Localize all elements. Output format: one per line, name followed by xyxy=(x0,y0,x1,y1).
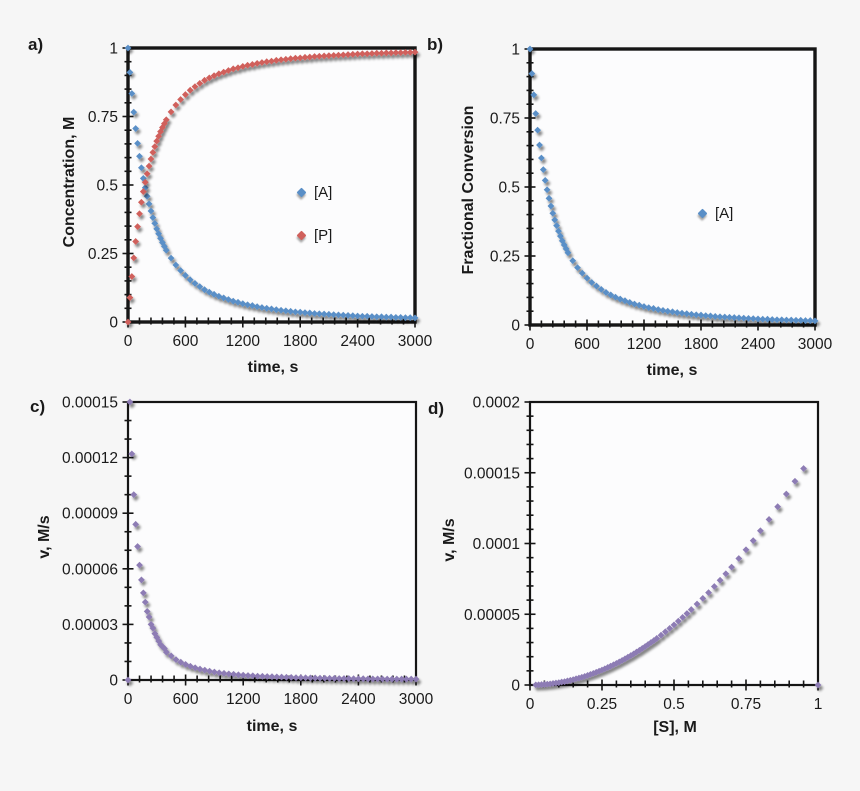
panel-d-x-axis-title: [S], M xyxy=(653,719,697,736)
y-tick-label: 0.00015 xyxy=(62,395,118,412)
x-tick-label: 1800 xyxy=(684,336,719,353)
x-tick-label: 0.5 xyxy=(663,696,685,713)
panel-b-x-axis-title: time, s xyxy=(646,362,698,379)
legend-label-A: [A] xyxy=(715,205,734,222)
y-tick-label: 0.75 xyxy=(88,109,118,126)
panel-d-label: d) xyxy=(428,399,445,418)
y-tick-label: 0.00005 xyxy=(464,607,520,624)
plot-border xyxy=(126,46,417,324)
y-tick-label: 0.25 xyxy=(490,249,520,266)
panel-c-x-axis-title: time, s xyxy=(246,718,298,735)
panel-b-y-axis-title: Fractional Conversion xyxy=(460,105,477,275)
y-tick-label: 1 xyxy=(109,41,118,58)
series-[A] xyxy=(124,44,419,322)
panel-a-y-axis-title: Concentration, M xyxy=(61,116,78,248)
x-tick-label: 0 xyxy=(124,691,133,708)
series-A-marker-icon xyxy=(697,208,708,219)
y-tick-label: 0.0002 xyxy=(473,395,520,412)
y-tick-label: 0 xyxy=(109,673,118,690)
y-tick-label: 0.00003 xyxy=(62,617,118,634)
panel-d-plot: 0 0.25 0.5 0.75 1 0 0.00005 0.0001 0.00015 0.0002 xyxy=(464,395,822,714)
y-tick-label: 0.00012 xyxy=(62,450,118,467)
axis-ticks: 0 600 1200 1800 2400 3000 0 0.25 0.5 0.75 1 xyxy=(88,41,433,351)
x-tick-label: 0 xyxy=(526,696,535,713)
plot-border xyxy=(528,400,820,687)
x-tick-label: 2400 xyxy=(741,336,776,353)
x-tick-label: 1200 xyxy=(226,691,261,708)
y-tick-label: 0.0001 xyxy=(473,536,520,553)
x-tick-label: 3000 xyxy=(798,336,833,353)
panel-a-plot: 0 600 1200 1800 2400 3000 0 0.25 0.5 0.75 1 xyxy=(88,41,433,351)
x-tick-label: 1200 xyxy=(226,333,261,350)
legend-item-A: [A] xyxy=(697,205,734,222)
x-tick-label: 0.25 xyxy=(587,696,617,713)
x-tick-label: 3000 xyxy=(399,691,434,708)
panel-c-label: c) xyxy=(30,397,46,416)
series-v xyxy=(532,465,822,689)
panel-b-legend: [A] xyxy=(697,205,734,222)
legend-label-A: [A] xyxy=(314,184,333,201)
x-tick-label: 0 xyxy=(526,336,535,353)
y-tick-label: 0.00015 xyxy=(464,465,520,482)
panel-b-plot: 0 600 1200 1800 2400 3000 0 0.25 0.5 0.75 1 xyxy=(490,42,833,354)
series-A-marker-icon xyxy=(296,187,307,198)
panel-a-x-axis-title: time, s xyxy=(247,359,299,376)
y-tick-label: 0.25 xyxy=(88,246,118,263)
axis-ticks: 0 0.25 0.5 0.75 1 0 0.00005 0.0001 0.00015 0.0002 xyxy=(464,395,822,714)
y-tick-label: 0 xyxy=(511,678,520,695)
x-tick-label: 1800 xyxy=(283,333,318,350)
y-tick-label: 0.00009 xyxy=(62,506,118,523)
x-tick-label: 600 xyxy=(173,691,199,708)
y-tick-label: 0.00006 xyxy=(62,561,118,578)
x-tick-label: 2400 xyxy=(340,333,375,350)
x-tick-label: 2400 xyxy=(341,691,376,708)
y-tick-label: 0.5 xyxy=(498,180,520,197)
axis-ticks: 0 600 1200 1800 2400 3000 0 0.00003 0.00006 0.000… xyxy=(62,395,434,709)
panel-a-label: a) xyxy=(28,35,44,54)
panel-b-label: b) xyxy=(427,35,444,54)
panel-d-y-axis-title: v, M/s xyxy=(441,518,458,562)
legend-item-P: [P] xyxy=(296,227,333,244)
y-tick-label: 0 xyxy=(511,318,520,335)
panel-a-legend: [A] [P] xyxy=(296,184,333,244)
panel-c-y-axis-title: v, M/s xyxy=(36,515,53,559)
y-tick-label: 0 xyxy=(109,315,118,332)
x-tick-label: 1 xyxy=(814,696,823,713)
axis-ticks: 0 600 1200 1800 2400 3000 0 0.25 0.5 0.75 1 xyxy=(490,42,833,354)
plot-border xyxy=(126,400,418,682)
x-tick-label: 600 xyxy=(574,336,600,353)
legend-item-A: [A] xyxy=(296,184,333,201)
x-tick-label: 1200 xyxy=(627,336,662,353)
series-P-marker-icon xyxy=(296,230,307,241)
x-tick-label: 3000 xyxy=(398,333,433,350)
series-[A] xyxy=(526,45,819,325)
y-tick-label: 0.5 xyxy=(96,178,118,195)
x-tick-label: 1800 xyxy=(284,691,319,708)
x-tick-label: 600 xyxy=(172,333,198,350)
y-tick-label: 1 xyxy=(511,42,520,59)
plot-border xyxy=(528,47,817,327)
y-tick-label: 0.75 xyxy=(490,111,520,128)
x-tick-label: 0 xyxy=(124,333,133,350)
panel-c-plot: 0 600 1200 1800 2400 3000 0 0.00003 0.00006 0.000… xyxy=(62,395,434,709)
legend-label-P: [P] xyxy=(314,227,333,244)
x-tick-label: 0.75 xyxy=(731,696,761,713)
